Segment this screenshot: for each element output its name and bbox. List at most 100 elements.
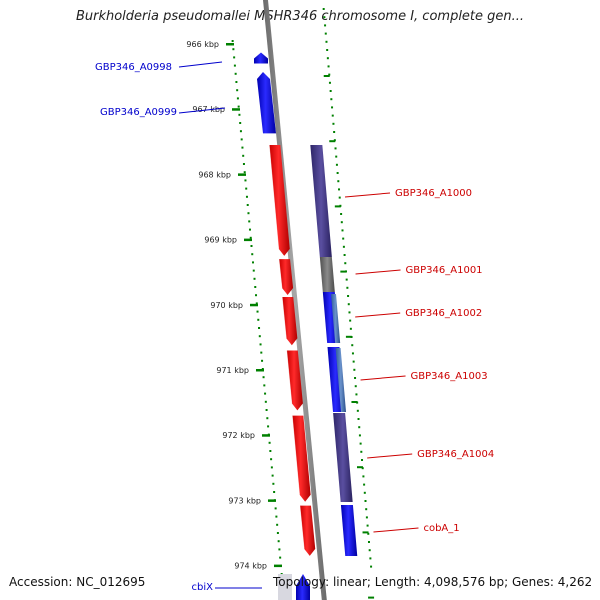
ruler-dot bbox=[362, 475, 365, 478]
label-connector bbox=[360, 375, 406, 381]
track-block-steel bbox=[335, 348, 347, 412]
tick-mark bbox=[273, 564, 282, 568]
ruler-dot bbox=[330, 98, 333, 101]
ruler-dot bbox=[242, 163, 245, 165]
ruler-dot bbox=[347, 303, 350, 306]
ruler-dot bbox=[327, 65, 330, 68]
gene-label[interactable]: cobA_1 bbox=[423, 523, 459, 534]
tick-mark-right bbox=[340, 270, 347, 273]
backbone-line bbox=[263, 0, 327, 600]
ruler-dot bbox=[264, 392, 267, 395]
accession-text: Accession: NC_012695 bbox=[9, 575, 146, 589]
track-block bbox=[310, 145, 332, 257]
tick-mark bbox=[249, 303, 258, 307]
ruler-dot bbox=[355, 393, 358, 396]
map-title: Burkholderia pseudomallei MSHR346 chromo… bbox=[75, 9, 525, 24]
ruler-dot bbox=[266, 417, 269, 420]
ruler-dot bbox=[245, 195, 248, 198]
ruler-dot bbox=[363, 483, 366, 486]
ruler-dot bbox=[258, 335, 261, 338]
ruler-dot bbox=[259, 343, 262, 346]
gene-feature[interactable] bbox=[296, 574, 310, 600]
ruler-dot bbox=[340, 221, 343, 224]
track-features bbox=[310, 145, 358, 556]
ruler-dot bbox=[231, 40, 234, 42]
ruler-dot bbox=[276, 523, 279, 526]
tick-mark bbox=[231, 108, 240, 111]
tick-mark-right bbox=[334, 205, 341, 208]
ruler-dot bbox=[349, 319, 352, 322]
ruler-dot bbox=[255, 302, 258, 305]
ruler-dot bbox=[236, 89, 239, 92]
ruler-dot bbox=[361, 459, 364, 461]
ruler-dot bbox=[344, 262, 347, 265]
ruler-dot bbox=[368, 549, 371, 552]
ruler-dot bbox=[358, 434, 361, 437]
ruler-dot bbox=[248, 228, 251, 231]
ruler-dot bbox=[325, 40, 328, 43]
gene-label[interactable]: GBP346_A0998 bbox=[95, 62, 172, 73]
ruler-dot bbox=[365, 508, 368, 511]
ruler-dot bbox=[324, 32, 327, 35]
ruler-dot bbox=[239, 122, 242, 124]
ruler-dot bbox=[331, 114, 334, 117]
gene-label[interactable]: GBP346_A0999 bbox=[100, 107, 177, 118]
ruler-dot bbox=[236, 97, 239, 100]
ruler-dot bbox=[264, 400, 267, 403]
ruler-dot bbox=[258, 327, 261, 329]
gene-feature[interactable] bbox=[257, 72, 276, 134]
ruler-dot bbox=[333, 131, 336, 133]
tick-label: 968 kbp bbox=[198, 170, 231, 179]
ruler-dot bbox=[342, 245, 345, 248]
ruler-dot bbox=[248, 220, 251, 223]
ruler-dot bbox=[276, 532, 279, 534]
ruler-dot bbox=[328, 73, 331, 76]
ruler-dot bbox=[239, 130, 242, 133]
tick-mark-right bbox=[362, 531, 369, 534]
ruler-dot bbox=[237, 105, 240, 108]
tick-label: 971 kbp bbox=[216, 366, 249, 375]
gene-label[interactable]: GBP346_A1003 bbox=[411, 371, 488, 382]
ruler-dot bbox=[245, 187, 248, 190]
ruler-dot bbox=[244, 179, 247, 182]
ruler-dot bbox=[347, 295, 350, 297]
track-block bbox=[340, 505, 358, 556]
gene-feature bbox=[279, 259, 294, 296]
gene-label[interactable]: GBP346_A1002 bbox=[405, 308, 482, 319]
tick-mark bbox=[237, 173, 246, 176]
ruler-dot bbox=[354, 377, 357, 379]
label-connector bbox=[178, 61, 223, 68]
ruler-dot bbox=[360, 450, 363, 453]
track-block bbox=[333, 413, 353, 502]
gene-label[interactable]: GBP346_A1001 bbox=[406, 265, 483, 276]
label-connector bbox=[367, 453, 413, 459]
ruler-dot bbox=[270, 458, 273, 461]
label-connector bbox=[373, 527, 419, 533]
ruler-dot bbox=[335, 155, 338, 158]
sequence-info-text: Topology: linear; Length: 4,098,576 bp; … bbox=[273, 575, 593, 589]
ruler-dot bbox=[332, 122, 335, 125]
ruler-dot bbox=[343, 254, 346, 256]
gene-label[interactable]: cbiX bbox=[192, 582, 214, 593]
ruler-dot bbox=[329, 90, 332, 92]
ruler-dot bbox=[234, 72, 237, 75]
gene-feature-pale bbox=[278, 574, 292, 600]
tick-label: 972 kbp bbox=[222, 431, 255, 440]
tick-mark bbox=[261, 434, 270, 437]
tick-label: 966 kbp bbox=[186, 40, 219, 49]
ruler-dot bbox=[252, 261, 255, 264]
ruler-dot bbox=[262, 376, 265, 379]
tick-label: 974 kbp bbox=[234, 562, 267, 571]
ruler-dot bbox=[365, 516, 368, 519]
ruler-dot bbox=[254, 286, 257, 288]
tick-label: 970 kbp bbox=[210, 301, 243, 310]
gene-label[interactable]: GBP346_A1004 bbox=[417, 449, 494, 460]
gene-edge bbox=[269, 145, 280, 249]
gene-feature bbox=[292, 415, 311, 502]
label-connector bbox=[355, 269, 401, 275]
gene-feature bbox=[269, 145, 290, 256]
tick-mark-right bbox=[351, 401, 358, 403]
tick-label: 969 kbp bbox=[204, 236, 237, 245]
gene-feature[interactable] bbox=[254, 52, 268, 64]
gene-label[interactable]: GBP346_A1000 bbox=[395, 188, 472, 199]
